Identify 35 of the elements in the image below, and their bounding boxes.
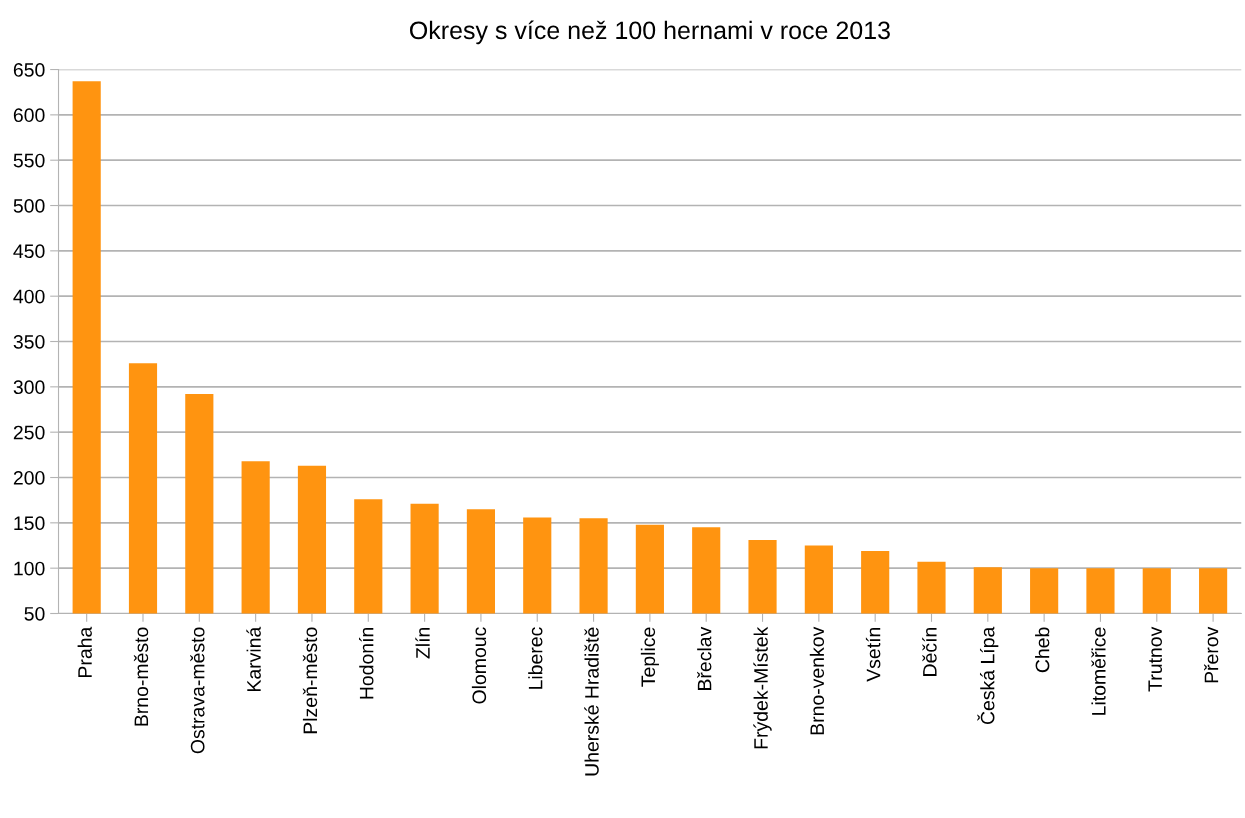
y-tick-label: 50 [24,606,45,621]
x-tick-label: Liberec [528,627,543,689]
x-tick-label: Brno-město [133,627,149,726]
x-tick-label: Ostrava-město [190,627,205,754]
y-tick-label: 650 [13,63,45,77]
x-tick-label: Břeclav [697,626,712,690]
y-tick-label: 100 [14,561,45,576]
x-tick-label: Uherské Hradiště [584,627,599,776]
x-tick-label: Přerov [1203,626,1219,683]
y-tick-label: 150 [14,516,45,531]
x-tick-label: Plzeň-město [302,627,318,734]
y-tick-label: 600 [13,108,45,123]
y-tick-label: 450 [13,244,45,259]
y-tick-label: 550 [13,153,45,168]
x-tick-label: Cheb [1035,627,1050,673]
y-tick-label: 500 [13,198,45,213]
x-tick-label: Brno-venkov [809,626,825,735]
x-tick-label: Litoměřice [1091,627,1106,715]
x-tick-label: Teplice [640,627,659,687]
y-tick-label: 300 [13,380,45,395]
chart-title: Okresy s více než 100 hernami v roce 2013 [410,20,890,45]
x-tick-label: Trutnov [1148,626,1162,692]
x-tick-label: Olomouc [471,627,487,704]
y-tick-label: 400 [13,289,45,304]
x-tick-label: Karviná [246,626,261,692]
x-tick-label: Hodonín [358,627,374,699]
x-tick-label: Děčín [922,627,937,676]
y-tick-label: 200 [13,470,45,485]
x-tick-label: Zlín [415,627,430,659]
x-tick-label: Praha [77,626,92,677]
x-tick-label: Vsetín [865,627,881,682]
x-tick-label: Frýdek-Místek [753,626,772,749]
x-tick-label: Česká Lípa [977,626,999,725]
y-tick-label: 250 [13,425,45,440]
y-tick-label: 350 [13,334,45,349]
